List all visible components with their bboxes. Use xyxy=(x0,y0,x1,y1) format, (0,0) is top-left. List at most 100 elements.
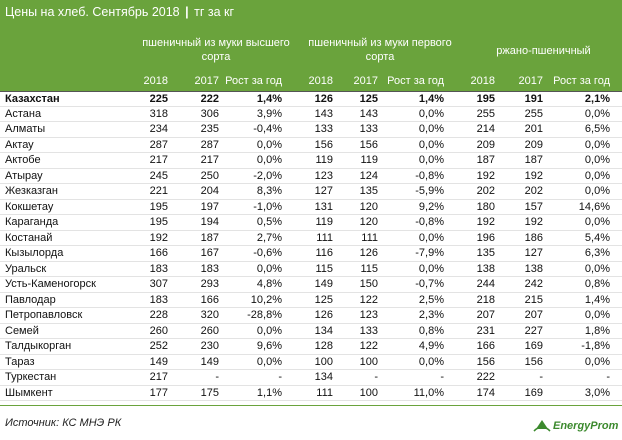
cell-growth: 0,0% xyxy=(584,154,610,166)
cell-value-2018: 231 xyxy=(476,324,495,337)
cell-growth: 0,8% xyxy=(418,324,444,337)
cell-growth: 1,4% xyxy=(584,293,610,306)
cell-growth: -7,9% xyxy=(415,247,444,259)
cell-value-2018: 149 xyxy=(149,355,168,368)
cell-value-2018: 195 xyxy=(149,216,168,228)
cell-value-2018: 127 xyxy=(314,185,333,197)
cell-growth: 9,2% xyxy=(418,200,444,213)
cell-value-2017: 175 xyxy=(200,386,219,399)
cell-value-2017: 192 xyxy=(524,169,543,182)
cell-value-2018: 111 xyxy=(316,231,333,244)
cell-value-2018: 228 xyxy=(149,309,168,321)
column-header-growth: Рост за год xyxy=(553,75,610,87)
cell-growth: 3,0% xyxy=(584,386,610,399)
cell-growth: 1,4% xyxy=(256,93,282,105)
cell-growth: - xyxy=(278,371,282,383)
cell-value-2018: 174 xyxy=(476,386,495,399)
cell-value-2017: 127 xyxy=(524,247,543,259)
cell-value-2017: - xyxy=(539,371,543,383)
cell-value-2018: 183 xyxy=(149,293,168,306)
cell-value-2018: 221 xyxy=(149,185,168,197)
cell-growth: 0,0% xyxy=(584,185,610,197)
table-row: Костанай 192 187 2,7% 111 111 0,0% 196 186 5,4% xyxy=(0,231,622,246)
cell-value-2018: 202 xyxy=(476,185,495,197)
cell-growth: 0,0% xyxy=(418,355,444,368)
table-row: Тараз 149 149 0,0% 100 100 0,0% 156 156 0,0% xyxy=(0,355,622,370)
cell-value-2017: 122 xyxy=(359,340,378,352)
cell-value-2018: 260 xyxy=(149,324,168,337)
cell-value-2018: 196 xyxy=(476,231,495,244)
cell-value-2017: 230 xyxy=(200,340,219,352)
cell-growth: 6,3% xyxy=(584,247,610,259)
cell-growth: -0,6% xyxy=(253,247,282,259)
cell-value-2018: 255 xyxy=(476,107,495,120)
cell-growth: 0,0% xyxy=(418,123,444,135)
cell-value-2017: 207 xyxy=(524,309,543,321)
cell-growth: -5,9% xyxy=(415,185,444,197)
cell-value-2018: 111 xyxy=(316,386,333,399)
cell-value-2017: 167 xyxy=(200,247,219,259)
cell-growth: 0,0% xyxy=(584,107,610,120)
cell-growth: 5,4% xyxy=(584,231,610,244)
cell-value-2017: 194 xyxy=(200,216,219,228)
cell-value-2018: 166 xyxy=(476,340,495,352)
chart-units: тг за кг xyxy=(194,5,235,19)
cell-value-2018: 180 xyxy=(476,200,495,213)
cell-value-2017: 166 xyxy=(200,293,219,306)
city-name: Кызылорда xyxy=(5,247,64,259)
cell-growth: 0,0% xyxy=(584,355,610,368)
cell-value-2018: 126 xyxy=(314,309,333,321)
cell-value-2018: 134 xyxy=(314,324,333,337)
cell-value-2017: 169 xyxy=(524,386,543,399)
cell-growth: 2,7% xyxy=(256,231,282,244)
column-header-2017: 2017 xyxy=(353,75,378,87)
cell-value-2017: 186 xyxy=(524,231,543,244)
city-name: Павлодар xyxy=(5,293,56,306)
table-row: Шымкент 177 175 1,1% 111 100 11,0% 174 169 3,0% xyxy=(0,386,622,401)
cell-value-2017: 138 xyxy=(524,262,543,275)
cell-value-2018: 138 xyxy=(476,262,495,275)
cell-value-2018: 192 xyxy=(149,231,168,244)
city-name: Актобе xyxy=(5,154,41,166)
cell-value-2017: 187 xyxy=(200,231,219,244)
column-header-2017: 2017 xyxy=(518,75,543,87)
cell-value-2017: 157 xyxy=(524,200,543,213)
cell-value-2018: 214 xyxy=(476,123,495,135)
cell-growth: 0,0% xyxy=(256,355,282,368)
table-row: Караганда 195 194 0,5% 119 120 -0,8% 192 192 0,0% xyxy=(0,215,622,231)
cell-value-2017: 124 xyxy=(359,169,378,182)
cell-value-2018: 183 xyxy=(149,262,168,275)
table-row: Уральск 183 183 0,0% 115 115 0,0% 138 138 0,0% xyxy=(0,262,622,277)
cell-growth: 2,1% xyxy=(584,93,610,105)
cell-value-2018: 209 xyxy=(476,138,495,151)
footer: Источник: КС МНЭ РК EnergyProm xyxy=(0,405,622,436)
table-row: Талдыкорган 252 230 9,6% 128 122 4,9% 166 169 -1,… xyxy=(0,339,622,355)
cell-value-2018: 195 xyxy=(476,93,495,105)
energyprom-logo: EnergyProm xyxy=(533,415,619,435)
cell-growth: 0,0% xyxy=(256,262,282,275)
cell-value-2018: 287 xyxy=(149,138,168,151)
cell-value-2017: 150 xyxy=(359,278,378,290)
table-row: Туркестан 217 - - 134 - - 222 - - xyxy=(0,370,622,386)
cell-value-2017: 115 xyxy=(360,262,378,275)
cell-value-2017: 120 xyxy=(359,200,378,213)
cell-growth: -1,8% xyxy=(581,340,610,352)
cell-value-2017: 187 xyxy=(524,154,543,166)
cell-value-2018: 119 xyxy=(315,154,333,166)
cell-value-2017: 100 xyxy=(359,355,378,368)
cell-value-2017: 227 xyxy=(524,324,543,337)
chart-title: Цены на хлеб. Сентябрь 2018 xyxy=(5,5,180,19)
cell-value-2017: 293 xyxy=(200,278,219,290)
cell-value-2017: 143 xyxy=(359,107,378,120)
city-name: Костанай xyxy=(5,231,53,244)
cell-growth: 0,8% xyxy=(584,278,610,290)
cell-value-2018: 192 xyxy=(476,169,495,182)
cell-growth: 11,0% xyxy=(413,386,444,399)
cell-value-2017: 191 xyxy=(524,93,543,105)
cell-growth: 0,0% xyxy=(584,262,610,275)
cell-value-2017: 133 xyxy=(359,123,378,135)
cell-growth: 0,0% xyxy=(584,216,610,228)
cell-growth: 14,6% xyxy=(578,200,610,213)
cell-value-2017: - xyxy=(215,371,219,383)
group-header-rye-wheat: ржано-пшеничный xyxy=(496,45,591,57)
